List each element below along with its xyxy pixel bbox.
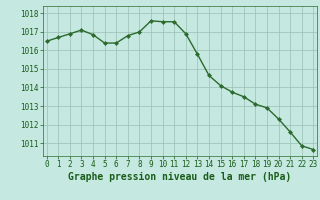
X-axis label: Graphe pression niveau de la mer (hPa): Graphe pression niveau de la mer (hPa): [68, 172, 292, 182]
